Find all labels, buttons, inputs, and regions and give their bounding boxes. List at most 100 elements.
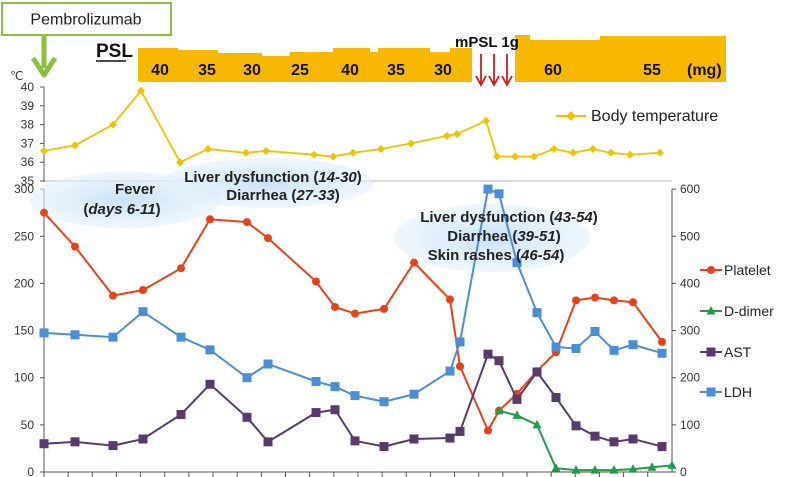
series-point-ast <box>409 434 419 444</box>
right-tick-label: 100 <box>680 418 700 432</box>
series-point-d-dimer <box>551 463 561 472</box>
series-point-d-dimer <box>667 460 677 469</box>
lab-right-ticks: 0 100 200 300 400 500 600 <box>672 182 700 477</box>
annotation-cloud-liver1 <box>163 158 373 208</box>
series-point-ast <box>512 394 522 404</box>
series-point-ldh <box>445 366 455 376</box>
series-point-d-dimer <box>590 465 600 474</box>
series-point-ast <box>571 421 581 431</box>
temp-tick-label: 37 <box>21 136 35 150</box>
temp-unit: ℃ <box>10 69 23 83</box>
series-point-ast <box>176 409 186 419</box>
series-point-platelet <box>243 218 251 227</box>
legend-swatch-marker <box>706 306 716 315</box>
psl-dose-label: 25 <box>291 62 309 79</box>
psl-dose-label: 60 <box>544 62 562 79</box>
temp-tick-label: 35 <box>21 174 35 188</box>
psl-dose-label: 55 <box>643 62 661 79</box>
temp-point <box>71 141 79 150</box>
series-point-platelet <box>331 302 339 311</box>
temp-series <box>40 86 664 167</box>
lab-x-ticks <box>43 472 649 477</box>
temp-point <box>453 130 461 138</box>
psl-dose-label: 35 <box>387 62 405 79</box>
series-point-platelet <box>591 293 599 302</box>
series-point-ast <box>70 437 80 447</box>
psl-dose-bar <box>138 48 472 82</box>
legend-label: LDH <box>724 384 752 400</box>
temp-point <box>482 116 490 125</box>
temp-point <box>569 148 577 157</box>
series-point-ldh <box>350 391 360 401</box>
series-point-ldh <box>483 184 493 194</box>
series-point-platelet <box>109 291 117 300</box>
mpsl-label: mPSL 1g <box>455 34 519 51</box>
annotation-fever-line2: (days 6-11) <box>83 201 160 218</box>
left-tick-label: 150 <box>14 324 34 338</box>
right-tick-label: 0 <box>680 465 687 477</box>
series-point-ast <box>311 408 321 418</box>
right-tick-label: 400 <box>680 276 700 290</box>
temp-tick-label: 38 <box>21 118 35 132</box>
left-tick-label: 100 <box>14 371 34 385</box>
legend-label: Platelet <box>724 262 771 278</box>
temp-y-ticks: 40 39 38 37 36 35 <box>21 80 44 188</box>
series-point-platelet <box>380 304 388 313</box>
right-tick-label: 600 <box>680 182 700 196</box>
series-point-platelet <box>484 426 492 435</box>
legend-swatch-marker <box>706 387 716 397</box>
psl-dose-label: 40 <box>151 62 169 79</box>
series-point-ast <box>551 393 561 403</box>
temp-point <box>443 131 451 140</box>
temp-legend: Body temperature <box>556 108 718 125</box>
series-point-platelet <box>629 298 637 307</box>
temp-point <box>626 150 634 159</box>
series-point-platelet <box>206 215 214 224</box>
annotation-liver2-line1: Liver dysfunction (43-54) <box>420 209 598 226</box>
mpsl-arrows <box>475 54 513 87</box>
temp-legend-label: Body temperature <box>591 108 718 125</box>
series-point-ldh <box>409 389 419 399</box>
series-point-ldh <box>532 308 542 318</box>
temp-point <box>242 148 250 157</box>
lab-legend: Platelet D-dimer AST LDH <box>700 262 774 400</box>
series-point-ast <box>532 367 542 377</box>
series-point-ldh <box>176 332 186 342</box>
series-line-ast <box>43 352 663 448</box>
right-tick-label: 500 <box>680 229 700 243</box>
series-point-d-dimer <box>494 405 504 415</box>
annotation-liver2-line3: Skin rashes (46-54) <box>428 247 565 264</box>
series-point-platelet <box>572 296 580 305</box>
series-point-d-dimer <box>532 419 542 429</box>
lab-series <box>39 184 677 474</box>
series-point-ldh <box>609 345 619 355</box>
psl-dose-label: 40 <box>341 62 359 79</box>
psl-unit: (mg) <box>687 62 722 79</box>
series-point-ast <box>330 405 340 415</box>
legend-label: AST <box>724 344 752 360</box>
series-point-ast <box>39 439 49 449</box>
temp-point <box>262 146 270 155</box>
series-point-platelet <box>139 286 147 295</box>
temp-point <box>656 148 664 157</box>
series-point-ast <box>628 434 638 444</box>
annotation-liver1-line2: Diarrhea (27-33) <box>226 187 339 204</box>
right-tick-label: 200 <box>680 371 700 385</box>
series-point-ldh <box>205 345 215 355</box>
series-point-ast <box>657 442 667 452</box>
legend-swatch-marker <box>707 266 715 274</box>
psl-dose-label: 35 <box>198 62 216 79</box>
series-point-platelet <box>71 242 79 251</box>
pembrolizumab-box <box>1 2 172 36</box>
temp-point <box>550 145 558 154</box>
temp-point <box>493 152 501 161</box>
temp-point <box>176 158 184 167</box>
left-tick-label: 300 <box>14 182 34 196</box>
series-point-d-dimer <box>609 465 619 474</box>
temp-tick-label: 40 <box>21 80 35 94</box>
series-point-ldh <box>379 397 389 407</box>
temp-point <box>511 152 519 161</box>
legend-label: D-dimer <box>724 303 774 319</box>
series-point-platelet <box>351 309 359 318</box>
